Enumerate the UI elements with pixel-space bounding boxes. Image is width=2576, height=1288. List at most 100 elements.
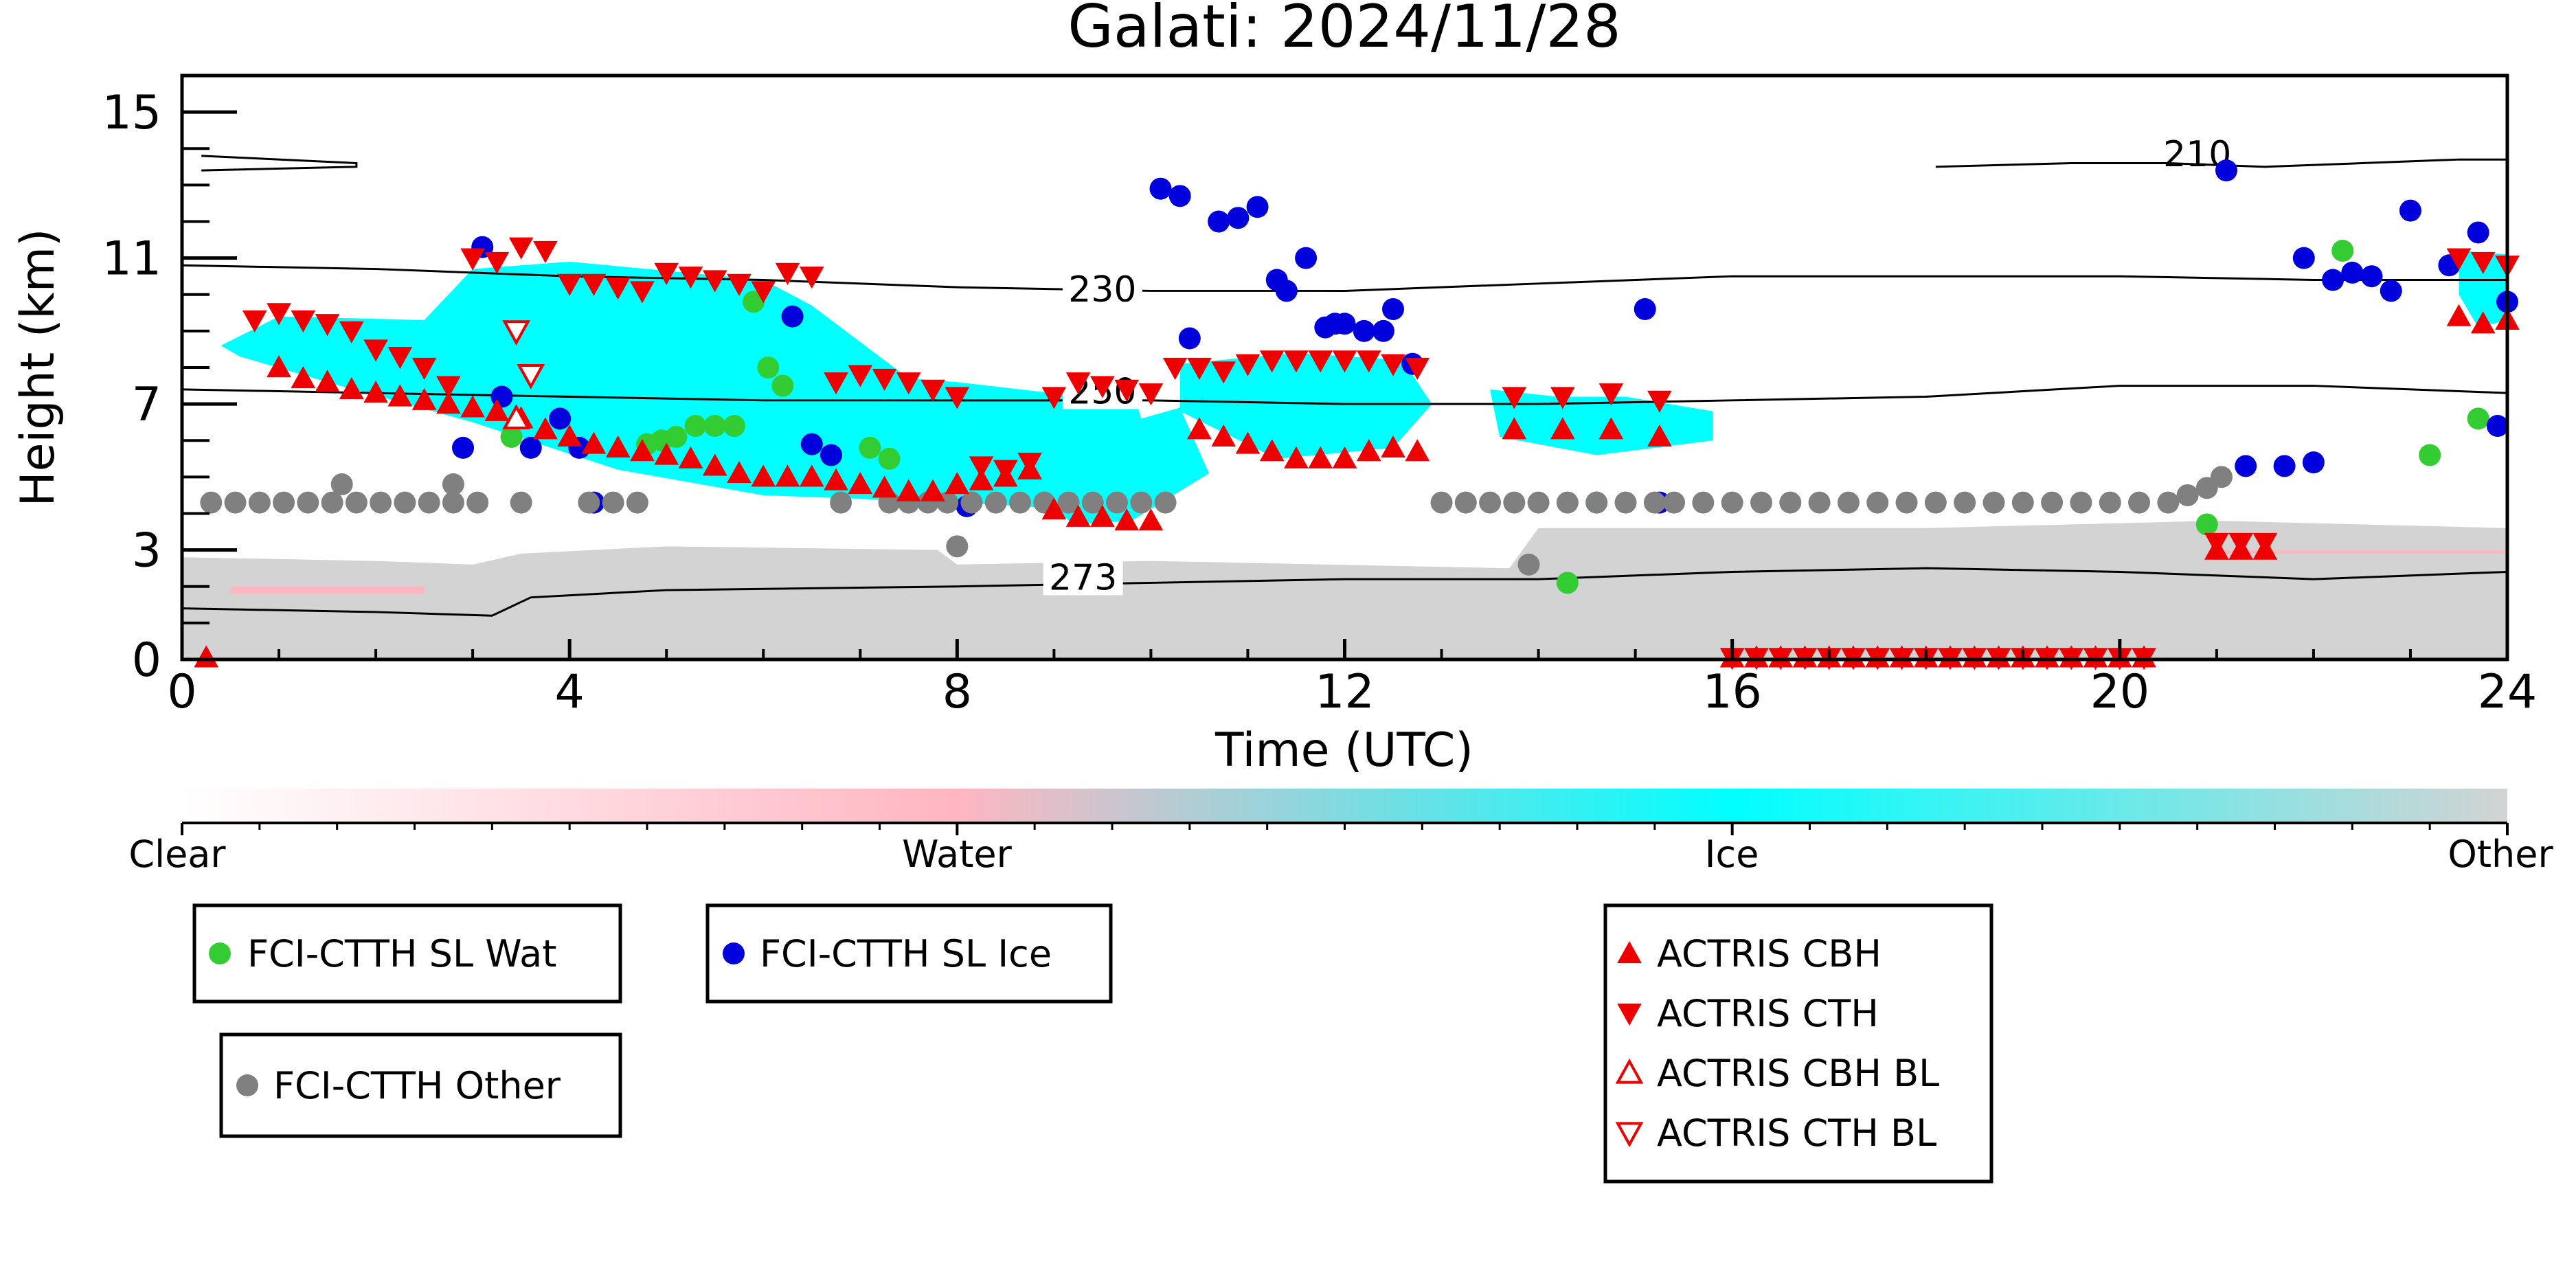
point-fci-ctth-other: [200, 491, 223, 514]
point-fci-ctth-other: [394, 491, 416, 514]
point-fci-ctth-sl-wat: [2467, 407, 2489, 430]
y-tick-label: 15: [102, 86, 161, 140]
point-fci-ctth-sl-ice: [2215, 159, 2237, 182]
point-actris-cbh: [702, 453, 727, 476]
legend-marker-fci-ice: [723, 942, 745, 964]
point-fci-ctth-other: [273, 491, 295, 514]
point-fci-ctth-other: [1663, 491, 1686, 514]
point-actris-cbh: [945, 471, 970, 495]
point-actris-cbh: [1259, 439, 1285, 462]
point-actris-cth: [267, 303, 291, 326]
point-actris-cbh: [436, 392, 461, 414]
point-fci-ctth-sl-wat: [500, 425, 523, 448]
point-actris-cth: [1502, 387, 1527, 409]
point-fci-ctth-other: [1614, 491, 1637, 514]
point-fci-ctth-sl-ice: [1634, 298, 1656, 320]
point-actris-cbh-bl: [502, 404, 530, 429]
legend-marker-actris-cbh: [1617, 940, 1642, 964]
point-fci-ctth-sl-ice: [2302, 451, 2325, 474]
point-fci-ctth-other: [1866, 491, 1889, 514]
point-fci-ctth-other: [442, 473, 464, 495]
point-fci-ctth-other: [960, 491, 983, 514]
point-fci-ctth-other: [1503, 491, 1526, 514]
point-actris-cth: [848, 365, 873, 387]
point-fci-ctth-sl-wat: [757, 357, 780, 379]
point-fci-ctth-sl-ice: [1372, 319, 1394, 342]
point-fci-ctth-sl-ice: [2360, 265, 2383, 288]
point-actris-cth: [654, 262, 679, 285]
point-actris-cth: [387, 346, 413, 370]
point-fci-ctth-sl-ice: [2341, 261, 2364, 284]
point-actris-cbh: [654, 442, 679, 465]
point-actris-cth: [1187, 357, 1212, 381]
legend-fci-ice: FCI-CTTH SL Ice: [705, 903, 1113, 1004]
colorbar-label-water: Water: [902, 833, 1012, 876]
legend-actris: ACTRIS CBH ACTRIS CTH ACTRIS CBH BL ACTR…: [1603, 903, 1993, 1184]
point-actris-cbh: [896, 479, 921, 501]
point-actris-cbh: [1550, 417, 1575, 440]
point-fci-ctth-sl-ice: [1333, 313, 1356, 335]
point-actris-cbh: [1598, 417, 1624, 440]
point-fci-ctth-other: [1779, 491, 1802, 514]
point-actris-cth: [727, 273, 752, 296]
point-actris-cth: [969, 456, 994, 479]
point-fci-ctth-other: [2176, 484, 2199, 506]
legend-marker-actris-cth-bl: [1615, 1122, 1644, 1148]
point-fci-ctth-sl-ice: [2467, 221, 2489, 244]
point-actris-cth: [2228, 532, 2253, 556]
point-actris-cth: [315, 314, 340, 337]
point-actris-cbh: [557, 424, 583, 447]
colorbar: [182, 789, 2507, 823]
contour-label-bg-4: [1043, 558, 1123, 596]
point-actris-cbh: [1235, 431, 1261, 454]
point-fci-ctth-other: [984, 491, 1007, 514]
point-fci-ctth-sl-ice: [1295, 247, 1318, 269]
point-fci-ctth-sl-ice: [1168, 185, 1191, 207]
point-fci-ctth-other: [1081, 491, 1104, 514]
point-fci-ctth-other: [370, 491, 392, 514]
point-actris-cth: [1405, 357, 1430, 381]
legend-marker-fci-water: [209, 942, 231, 964]
y-tick-label: 7: [132, 378, 161, 432]
point-actris-cbh: [1114, 508, 1140, 531]
point-actris-cth: [1332, 350, 1357, 373]
x-tick-label: 4: [555, 665, 585, 719]
point-fci-ctth-other: [2128, 491, 2151, 514]
point-actris-cth: [945, 387, 970, 409]
point-fci-ctth-other: [1808, 491, 1831, 514]
point-actris-cth: [920, 379, 945, 402]
point-fci-ctth-sl-wat: [743, 291, 765, 313]
point-actris-cbh: [1138, 508, 1164, 531]
legend-label-fci-ice: FCI-CTTH SL Ice: [760, 932, 1052, 975]
point-fci-ctth-sl-wat: [684, 415, 707, 437]
point-fci-ctth-other: [2041, 491, 2064, 514]
point-fci-ctth-other: [224, 491, 247, 514]
point-actris-cth: [436, 376, 461, 398]
point-actris-cbh: [411, 387, 437, 410]
point-fci-ctth-other: [1585, 491, 1608, 514]
point-actris-cbh: [920, 479, 945, 501]
point-actris-cth: [2470, 251, 2496, 274]
point-actris-cbh: [1381, 435, 1405, 457]
cloud-region-water-1: [230, 586, 425, 594]
contour-label-230: 230: [1068, 269, 1136, 310]
point-actris-cth: [2252, 532, 2278, 556]
point-actris-cth: [581, 273, 607, 296]
point-fci-ctth-other: [1517, 553, 1540, 576]
point-actris-cbh: [387, 384, 413, 407]
legend-marker-actris-cth: [1617, 1003, 1642, 1026]
y-tick-label: 3: [132, 524, 161, 578]
point-fci-ctth-sl-ice: [452, 436, 475, 459]
point-actris-cth: [751, 281, 776, 304]
point-actris-cth: [775, 262, 800, 285]
point-actris-cbh: [1308, 446, 1333, 468]
point-actris-cth-bl: [502, 320, 530, 346]
x-axis-label: Time (UTC): [1214, 723, 1473, 778]
point-fci-ctth-sl-wat: [878, 447, 901, 470]
point-actris-cth: [508, 237, 534, 260]
point-actris-cbh: [460, 395, 485, 418]
point-fci-ctth-sl-wat: [2419, 444, 2441, 466]
point-actris-cth: [1647, 390, 1672, 413]
legend-label-actris-cth: ACTRIS CTH: [1657, 992, 1879, 1035]
point-actris-cth: [1381, 354, 1405, 376]
